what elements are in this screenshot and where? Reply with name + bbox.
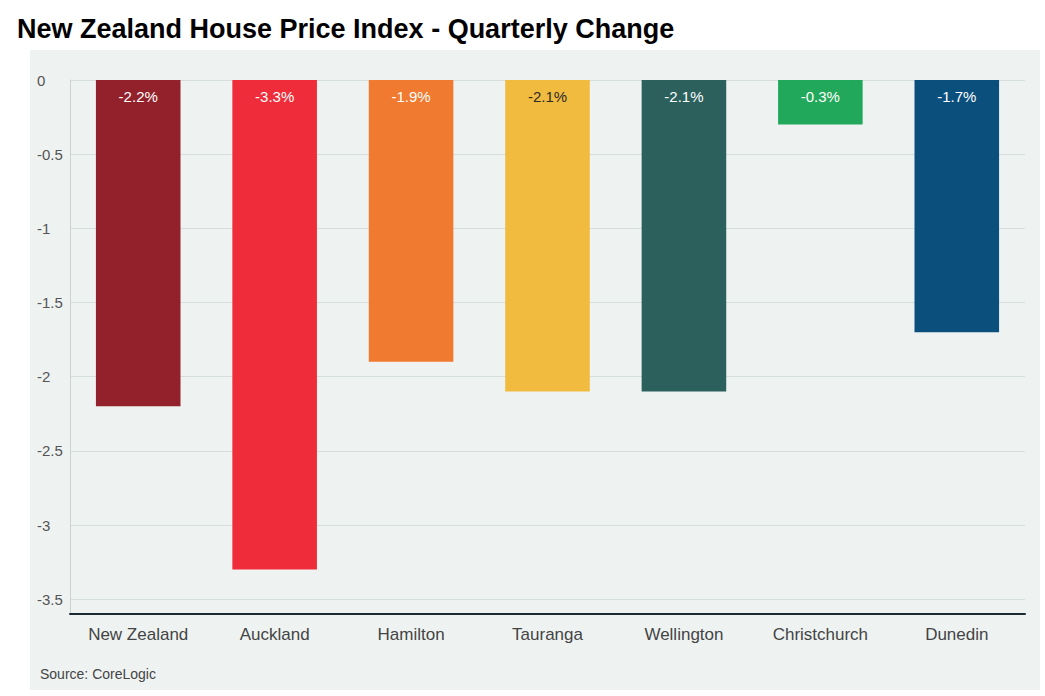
svg-text:-2.1%: -2.1% xyxy=(528,88,567,105)
svg-text:-1: -1 xyxy=(37,220,50,237)
svg-text:-3.3%: -3.3% xyxy=(255,88,294,105)
svg-text:-1.5: -1.5 xyxy=(37,294,63,311)
svg-text:Source: CoreLogic: Source: CoreLogic xyxy=(40,666,156,682)
svg-text:-3: -3 xyxy=(37,517,50,534)
svg-text:Hamilton: Hamilton xyxy=(378,625,445,644)
svg-text:Auckland: Auckland xyxy=(240,625,310,644)
svg-text:-1.7%: -1.7% xyxy=(937,88,976,105)
svg-text:New Zealand: New Zealand xyxy=(88,625,188,644)
svg-text:0: 0 xyxy=(37,72,45,89)
svg-text:Christchurch: Christchurch xyxy=(773,625,868,644)
svg-text:-0.3%: -0.3% xyxy=(801,88,840,105)
svg-text:-2.2%: -2.2% xyxy=(119,88,158,105)
svg-text:-0.5: -0.5 xyxy=(37,146,63,163)
svg-text:Wellington: Wellington xyxy=(644,625,723,644)
svg-text:Tauranga: Tauranga xyxy=(512,625,583,644)
svg-text:Dunedin: Dunedin xyxy=(925,625,988,644)
svg-text:-2: -2 xyxy=(37,368,50,385)
svg-text:-2.1%: -2.1% xyxy=(664,88,703,105)
svg-text:-2.5: -2.5 xyxy=(37,442,63,459)
svg-text:New Zealand House Price Index: New Zealand House Price Index - Quarterl… xyxy=(17,14,674,44)
svg-text:-3.5: -3.5 xyxy=(37,591,63,608)
svg-text:-1.9%: -1.9% xyxy=(391,88,430,105)
